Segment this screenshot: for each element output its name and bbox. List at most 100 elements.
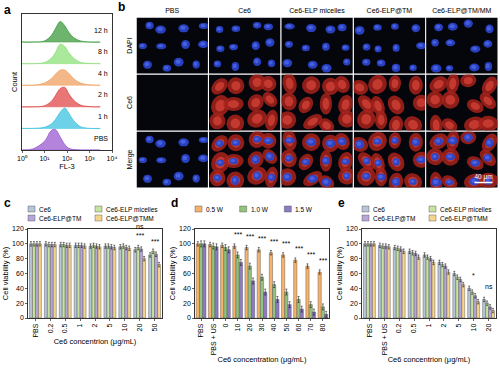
svg-text:8 h: 8 h [98,48,108,55]
svg-text:0.2: 0.2 [395,323,402,333]
svg-text:12 h: 12 h [94,27,108,34]
svg-text:Ce6: Ce6 [238,7,251,14]
svg-text:***: *** [246,233,254,240]
svg-text:Merge: Merge [126,149,134,169]
svg-text:10³: 10³ [84,155,95,162]
svg-text:10⁰: 10⁰ [17,155,28,162]
svg-text:Ce6: Ce6 [373,206,385,213]
svg-text:Ce6-ELP@TM: Ce6-ELP@TM [373,215,415,222]
svg-text:120: 120 [179,225,191,232]
svg-text:***: *** [270,238,278,245]
svg-text:PBS: PBS [165,7,179,14]
svg-text:Ce6-ELP micelles: Ce6-ELP micelles [440,206,492,213]
svg-text:70: 70 [307,324,314,332]
svg-text:100: 100 [12,240,24,247]
svg-text:a: a [4,3,11,17]
svg-text:FL-3: FL-3 [59,162,74,171]
svg-text:e: e [338,196,345,210]
svg-text:2: 2 [91,324,98,328]
svg-text:20: 20 [246,324,253,332]
svg-text:Cell viability (%): Cell viability (%) [1,246,10,300]
svg-text:0.2: 0.2 [47,323,54,333]
svg-text:Cell viability (%): Cell viability (%) [335,246,344,300]
svg-text:***: *** [151,238,159,245]
svg-text:PBS: PBS [366,323,373,337]
svg-text:20: 20 [183,300,191,307]
svg-text:ns: ns [136,223,144,230]
svg-text:PBS: PBS [94,135,108,142]
svg-text:80: 80 [319,324,326,332]
svg-text:d: d [171,196,178,210]
svg-text:80: 80 [350,255,358,262]
svg-text:20: 20 [136,324,143,332]
svg-text:100: 100 [179,240,191,247]
svg-text:2 h: 2 h [98,91,108,98]
svg-text:120: 120 [346,225,358,232]
svg-text:Ce6 concentration (μg/mL): Ce6 concentration (μg/mL) [218,355,307,364]
svg-text:Ce6-ELP@TM/MM: Ce6-ELP@TM/MM [432,7,491,14]
svg-text:1.0 W: 1.0 W [251,206,269,213]
svg-text:1: 1 [425,324,432,328]
svg-text:ns: ns [485,283,493,290]
svg-text:***: *** [258,235,266,242]
svg-text:PBS: PBS [197,323,204,337]
svg-text:Ce6-ELP@TM: Ce6-ELP@TM [367,7,413,14]
svg-text:80: 80 [183,255,191,262]
svg-text:60: 60 [183,270,191,277]
svg-text:Ce6 concentrion (μg/mL): Ce6 concentrion (μg/mL) [388,355,471,364]
svg-text:b: b [118,0,125,14]
svg-text:10²: 10² [62,155,73,162]
svg-text:40 μm: 40 μm [474,173,492,181]
svg-text:0: 0 [187,314,191,321]
svg-text:0.5: 0.5 [61,323,68,333]
svg-text:0: 0 [354,314,358,321]
svg-text:20: 20 [485,324,492,332]
svg-text:10: 10 [234,324,241,332]
svg-text:40: 40 [183,285,191,292]
svg-text:***: *** [234,231,242,238]
svg-text:60: 60 [350,270,358,277]
svg-text:4 h: 4 h [98,70,108,77]
svg-text:5: 5 [455,324,462,328]
svg-text:PBS + US: PBS + US [381,323,388,355]
svg-text:10⁴: 10⁴ [107,155,118,162]
svg-text:***: *** [136,232,144,239]
svg-text:Ce6: Ce6 [39,206,51,213]
svg-text:*: * [472,272,475,279]
svg-text:1: 1 [76,324,83,328]
svg-text:Cell viability (%): Cell viability (%) [168,246,177,300]
svg-text:80: 80 [16,255,24,262]
svg-text:PBS: PBS [32,323,39,337]
svg-text:DAPI: DAPI [126,37,133,53]
svg-text:Ce6-ELP@TMM: Ce6-ELP@TMM [106,215,154,222]
svg-text:60: 60 [295,324,302,332]
svg-text:100: 100 [346,240,358,247]
svg-text:***: *** [307,251,315,258]
svg-text:0: 0 [20,314,24,321]
svg-text:Ce6-ELP micelles: Ce6-ELP micelles [106,206,158,213]
svg-text:10: 10 [470,324,477,332]
svg-text:1 h: 1 h [98,113,108,120]
svg-text:20: 20 [350,300,358,307]
svg-text:Ce6-ELP@TMM: Ce6-ELP@TMM [440,215,488,222]
svg-text:10: 10 [121,324,128,332]
svg-text:***: *** [282,240,290,247]
svg-text:40: 40 [16,285,24,292]
svg-text:***: *** [295,245,303,252]
svg-text:PBS + US: PBS + US [210,323,217,355]
svg-text:0: 0 [222,324,229,328]
svg-text:Ce6 concentrion (μg/mL): Ce6 concentrion (μg/mL) [54,337,137,346]
svg-text:30: 30 [258,324,265,332]
svg-text:60: 60 [16,270,24,277]
svg-text:120: 120 [12,225,24,232]
svg-text:2: 2 [440,324,447,328]
svg-text:Ce6: Ce6 [126,96,133,109]
svg-text:Ce6-ELP micelles: Ce6-ELP micelles [289,7,345,14]
svg-text:50: 50 [283,324,290,332]
svg-text:5: 5 [106,324,113,328]
svg-text:0.5: 0.5 [410,323,417,333]
svg-text:20: 20 [16,300,24,307]
svg-text:40: 40 [270,324,277,332]
svg-text:Count: Count [10,71,19,92]
svg-text:***: *** [319,257,327,264]
